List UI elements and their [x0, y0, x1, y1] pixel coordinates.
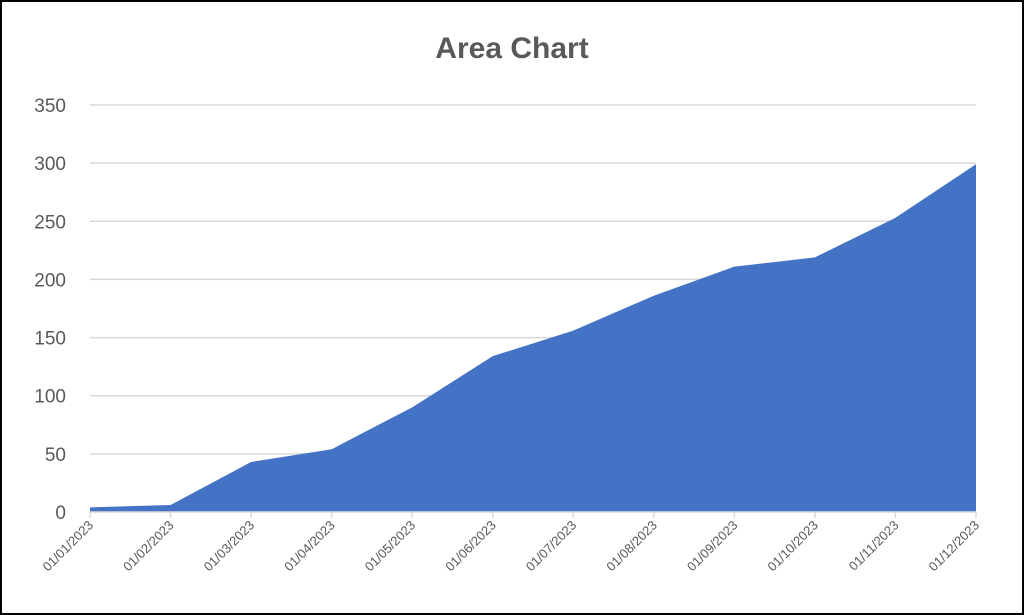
x-tick-label: 01/06/2023: [442, 518, 499, 575]
x-tick-label: 01/04/2023: [281, 518, 338, 575]
x-tick-label: 01/07/2023: [523, 518, 580, 575]
area-series: [90, 164, 976, 512]
y-tick-label: 150: [34, 329, 66, 350]
x-tick-label: 01/09/2023: [684, 518, 741, 575]
y-tick-label: 0: [55, 503, 66, 524]
x-tick-label: 01/11/2023: [846, 518, 902, 574]
y-tick-label: 50: [45, 445, 66, 466]
x-tick-label: 01/12/2023: [925, 518, 982, 575]
y-tick-label: 300: [34, 154, 66, 175]
y-tick-label: 100: [34, 387, 66, 408]
x-tick-label: 01/10/2023: [764, 518, 821, 575]
x-tick-label: 01/08/2023: [603, 518, 660, 575]
x-tick-label: 01/01/2023: [39, 518, 96, 575]
y-tick-label: 250: [34, 212, 66, 233]
x-tick-label: 01/05/2023: [362, 518, 419, 575]
y-tick-label: 200: [34, 270, 66, 291]
chart-title: Area Chart: [435, 32, 588, 65]
x-tick-label: 01/03/2023: [201, 518, 258, 575]
y-tick-label: 350: [34, 96, 66, 117]
x-tick-label: 01/02/2023: [120, 518, 177, 575]
